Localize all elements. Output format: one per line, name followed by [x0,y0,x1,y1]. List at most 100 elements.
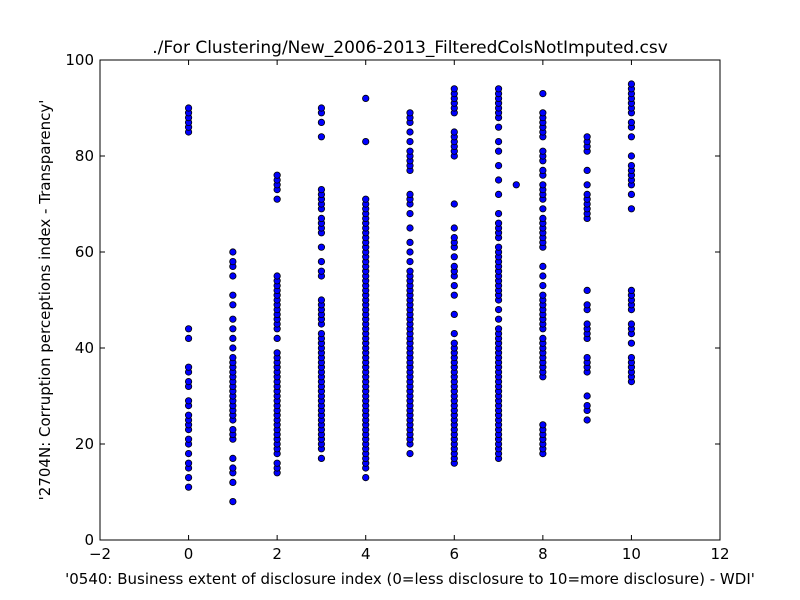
data-point [229,248,237,256]
data-point [184,435,193,443]
data-point [494,219,503,227]
data-point [539,214,547,222]
data-point [450,281,458,290]
data-point [583,301,591,309]
data-point [317,186,326,194]
data-point [450,253,458,261]
data-point [494,190,503,198]
plot-frame [99,59,721,541]
data-point [539,109,547,117]
data-point [583,181,591,189]
data-point [406,109,414,117]
data-point [583,416,591,424]
data-point [184,377,193,386]
data-point [317,214,326,222]
data-point [627,320,636,328]
data-point [406,210,414,218]
data-point [317,243,326,251]
data-point [229,454,237,462]
data-point [273,334,281,342]
data-point [539,291,547,299]
data-point [494,315,503,323]
data-point [184,397,193,405]
data-point [494,85,503,93]
data-point [184,363,193,371]
x-tick-label: 0 [184,545,194,563]
y-tick-label: 60 [75,243,94,261]
data-point [184,104,193,112]
data-point [362,473,370,482]
data-point [229,325,237,333]
data-point [539,166,547,174]
x-tick-label: 4 [361,545,371,563]
data-point [229,497,237,506]
data-point [317,329,326,338]
data-point [273,459,281,467]
y-axis-label: '2704N: Corruption perceptions index - T… [36,100,54,501]
x-tick-label: 2 [272,545,282,563]
data-point [627,162,636,170]
data-point [229,272,237,280]
data-point [539,147,547,155]
data-point [450,224,458,232]
y-tick-label: 80 [75,147,94,165]
data-point [450,329,458,338]
data-point [450,85,458,93]
data-point [494,123,503,131]
data-point [583,320,591,328]
data-point [229,344,237,352]
data-point [627,118,636,127]
data-point [184,483,193,491]
data-point [450,339,458,347]
data-point [539,421,547,429]
data-point [317,104,326,112]
data-point [406,224,414,232]
x-tick-label: 10 [622,545,641,563]
data-point [512,181,520,189]
data-point [494,210,503,218]
data-point [627,205,636,213]
points-layer [184,80,636,506]
data-point [184,411,193,419]
data-point [450,310,458,318]
data-point [583,166,591,174]
y-tick-label: 0 [84,531,94,549]
data-point [450,291,458,299]
y-tick-label: 20 [75,435,94,453]
data-point [362,195,370,203]
data-point [583,286,591,294]
data-point [229,334,237,342]
data-point [406,138,414,146]
data-point [627,133,636,141]
data-point [627,286,636,294]
x-tick-label: 12 [710,545,729,563]
data-point [583,401,591,410]
data-point [406,449,414,458]
data-point [273,272,281,280]
data-point [627,353,636,362]
data-point [273,349,281,357]
data-point [184,325,193,333]
data-point [627,190,636,198]
data-point [406,267,414,275]
data-point [450,200,458,208]
data-point [317,296,326,304]
data-point [229,257,237,266]
data-point [406,257,414,266]
data-point [539,181,547,189]
data-point [362,138,370,146]
data-point [450,234,458,242]
data-point [583,133,591,141]
data-point [406,147,414,155]
y-tick-label: 100 [65,51,94,69]
data-point [184,459,193,467]
data-point [184,449,193,458]
data-point [406,238,414,246]
data-point [627,152,636,160]
data-point [494,138,503,146]
x-axis-label: '0540: Business extent of disclosure ind… [65,570,755,588]
data-point [539,272,547,280]
data-point [539,334,547,342]
